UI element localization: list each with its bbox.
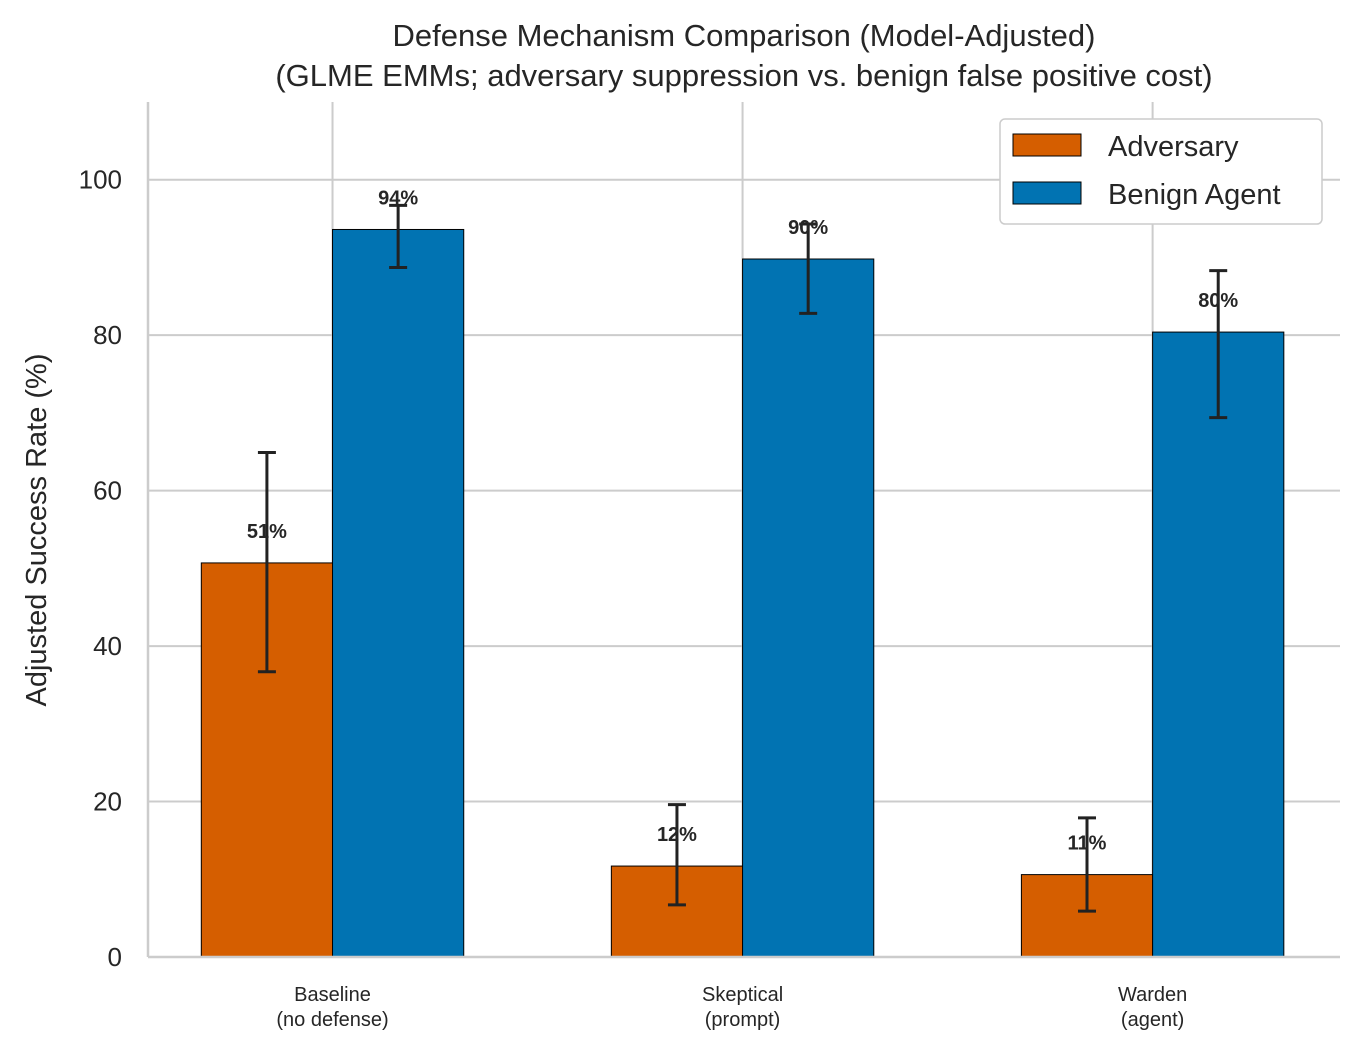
x-tick-label: Baseline: [294, 984, 371, 1006]
x-tick-label: (no defense): [276, 1009, 388, 1031]
y-axis-label: Adjusted Success Rate (%): [21, 354, 53, 707]
data-label: 51%: [247, 521, 287, 543]
legend-swatch: [1012, 181, 1082, 205]
bar-benign-agent: [332, 228, 465, 958]
data-label: 94%: [378, 187, 418, 209]
bar-benign-agent: [742, 258, 875, 958]
y-tick-label: 20: [93, 787, 122, 817]
x-tick-label: (prompt): [705, 1009, 781, 1031]
data-label: 90%: [788, 217, 828, 239]
x-tick-label: Skeptical: [702, 984, 783, 1006]
legend-label: Adversary: [1108, 131, 1239, 163]
y-tick-label: 100: [79, 165, 122, 195]
x-tick-label: (agent): [1121, 1009, 1184, 1031]
data-label: 12%: [657, 824, 697, 846]
y-tick-label: 40: [93, 631, 122, 661]
y-tick-label: 80: [93, 320, 122, 350]
chart-title: Defense Mechanism Comparison (Model-Adju…: [393, 18, 1096, 53]
y-tick-label: 60: [93, 476, 122, 506]
x-tick-label: Warden: [1118, 984, 1187, 1006]
data-label: 80%: [1198, 290, 1238, 312]
legend-label: Benign Agent: [1108, 179, 1281, 211]
chart-subtitle: (GLME EMMs; adversary suppression vs. be…: [275, 58, 1212, 93]
bar-benign-agent: [1152, 331, 1285, 958]
y-tick-label: 0: [108, 942, 122, 972]
legend: Adversary Benign Agent: [999, 118, 1323, 225]
axes: 0 20 40 60 80 100 Baseline (no defense) Skeptica…: [79, 102, 1340, 1031]
bars: 51% 12% 11% 94% 90% 80%: [200, 187, 1285, 958]
data-label: 11%: [1068, 833, 1107, 855]
legend-swatch: [1012, 133, 1082, 157]
